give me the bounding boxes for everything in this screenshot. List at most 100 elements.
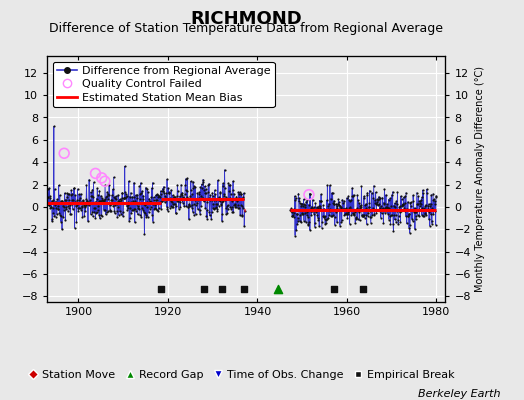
Point xyxy=(223,202,232,208)
Point xyxy=(149,194,158,201)
Point xyxy=(148,185,156,191)
Point xyxy=(348,185,356,191)
Point xyxy=(224,206,232,213)
Point xyxy=(45,185,53,191)
Point xyxy=(312,207,321,213)
Point xyxy=(122,191,130,197)
Point xyxy=(72,219,81,225)
Point xyxy=(373,201,381,207)
Point xyxy=(127,199,135,206)
Point xyxy=(54,203,62,209)
Point xyxy=(432,222,440,228)
Point xyxy=(371,200,379,206)
Point xyxy=(150,197,158,204)
Point xyxy=(331,214,340,220)
Point xyxy=(64,208,72,214)
Point xyxy=(227,198,236,204)
Point xyxy=(115,196,124,202)
Point xyxy=(307,212,315,219)
Point xyxy=(168,204,176,210)
Point xyxy=(199,176,207,183)
Point xyxy=(362,200,370,207)
Point xyxy=(361,212,369,218)
Point xyxy=(168,192,177,198)
Point xyxy=(411,209,420,215)
Point xyxy=(184,204,192,210)
Point xyxy=(114,204,122,210)
Point xyxy=(107,197,116,204)
Point xyxy=(158,198,167,204)
Point xyxy=(101,195,110,202)
Point xyxy=(74,205,83,211)
Point xyxy=(392,219,400,225)
Point xyxy=(124,204,132,211)
Point xyxy=(96,215,104,222)
Point xyxy=(134,211,142,218)
Point xyxy=(49,205,57,212)
Point xyxy=(405,211,413,217)
Point xyxy=(91,205,99,211)
Point xyxy=(215,198,224,204)
Point xyxy=(189,208,197,215)
Point xyxy=(344,208,352,215)
Point xyxy=(49,197,58,203)
Point xyxy=(157,188,165,194)
Point xyxy=(167,197,176,204)
Point xyxy=(358,212,367,219)
Point xyxy=(116,198,125,205)
Point xyxy=(286,206,294,213)
Point xyxy=(213,207,222,214)
Point xyxy=(164,185,172,191)
Point xyxy=(288,208,296,215)
Point xyxy=(209,205,217,211)
Point xyxy=(401,213,410,219)
Point xyxy=(58,198,66,204)
Point xyxy=(190,183,199,190)
Point xyxy=(56,198,64,204)
Point xyxy=(189,178,197,185)
Point xyxy=(316,205,324,211)
Point xyxy=(310,210,318,217)
Point xyxy=(325,200,333,207)
Point xyxy=(353,204,361,211)
Point xyxy=(200,285,208,292)
Point xyxy=(380,210,389,216)
Point xyxy=(98,195,106,201)
Point xyxy=(63,194,71,200)
Point xyxy=(192,202,200,208)
Point xyxy=(54,206,62,212)
Point xyxy=(359,212,367,218)
Point xyxy=(151,206,160,212)
Point xyxy=(218,218,226,224)
Point xyxy=(425,222,434,229)
Point xyxy=(93,208,101,215)
Point xyxy=(69,185,78,192)
Point xyxy=(318,213,326,220)
Point xyxy=(170,194,178,200)
Point xyxy=(315,223,323,230)
Point xyxy=(141,184,150,191)
Point xyxy=(99,198,107,204)
Point xyxy=(76,195,84,201)
Point xyxy=(64,203,72,209)
Point xyxy=(347,196,355,203)
Point xyxy=(117,196,126,203)
Point xyxy=(416,200,424,206)
Point xyxy=(331,209,340,215)
Point xyxy=(297,219,305,225)
Point xyxy=(225,182,234,188)
Point xyxy=(112,200,121,207)
Point xyxy=(177,181,185,188)
Point xyxy=(145,198,154,204)
Point xyxy=(364,204,373,210)
Point xyxy=(364,210,373,217)
Point xyxy=(382,208,390,214)
Point xyxy=(68,190,76,197)
Point xyxy=(346,198,355,204)
Point xyxy=(366,208,374,215)
Point xyxy=(178,189,187,196)
Point xyxy=(69,196,78,203)
Point xyxy=(104,196,113,202)
Point xyxy=(334,201,342,207)
Point xyxy=(208,197,216,203)
